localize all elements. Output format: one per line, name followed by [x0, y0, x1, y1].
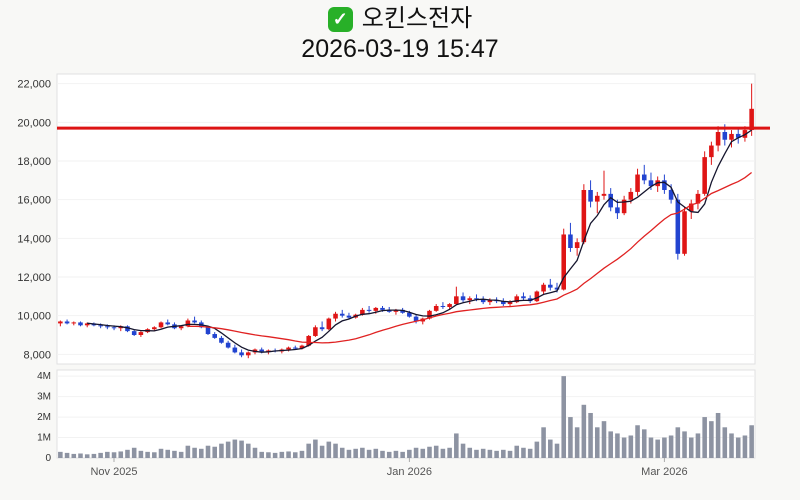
svg-text:Jan 2026: Jan 2026 [387, 466, 432, 478]
stock-chart-page: ✓ 오킨스전자 2026-03-19 15:47 8,000 10,000 12,0… [0, 0, 800, 478]
svg-text:4M: 4M [37, 371, 51, 382]
svg-text:1M: 1M [37, 433, 51, 444]
check-glyph: ✓ [332, 9, 348, 29]
ma-short-line [87, 129, 752, 353]
svg-text:3M: 3M [37, 392, 51, 403]
ma-long-line [187, 171, 752, 344]
x-axis-labels: Nov 2025 Jan 2026 Mar 2026 [90, 458, 688, 478]
svg-text:22,000: 22,000 [17, 79, 51, 91]
chart-header: ✓ 오킨스전자 2026-03-19 15:47 [0, 0, 800, 64]
green-check-icon: ✓ [327, 6, 353, 32]
svg-text:14,000: 14,000 [17, 233, 51, 245]
stock-name: 오킨스전자 [361, 5, 473, 32]
svg-text:10,000: 10,000 [17, 311, 51, 323]
chart-datetime: 2026-03-19 15:47 [301, 35, 499, 63]
stock-chart-svg: 8,000 10,000 12,000 14,000 16,000 18,000 20,00… [17, 73, 770, 478]
svg-text:8,000: 8,000 [23, 349, 51, 361]
candlesticks [58, 83, 754, 359]
svg-text:16,000: 16,000 [17, 195, 51, 207]
svg-text:18,000: 18,000 [17, 156, 51, 168]
chart-panes [56, 73, 756, 459]
title-row: ✓ 오킨스전자 [0, 5, 800, 33]
svg-text:20,000: 20,000 [17, 117, 51, 129]
svg-text:0: 0 [45, 453, 51, 464]
price-axis-labels: 8,000 10,000 12,000 14,000 16,000 18,000 20,00… [17, 79, 755, 361]
svg-text:12,000: 12,000 [17, 272, 51, 284]
volume-bars [58, 376, 754, 458]
svg-text:Mar 2026: Mar 2026 [641, 466, 687, 478]
svg-text:2M: 2M [37, 412, 51, 423]
svg-text:Nov 2025: Nov 2025 [90, 466, 137, 478]
